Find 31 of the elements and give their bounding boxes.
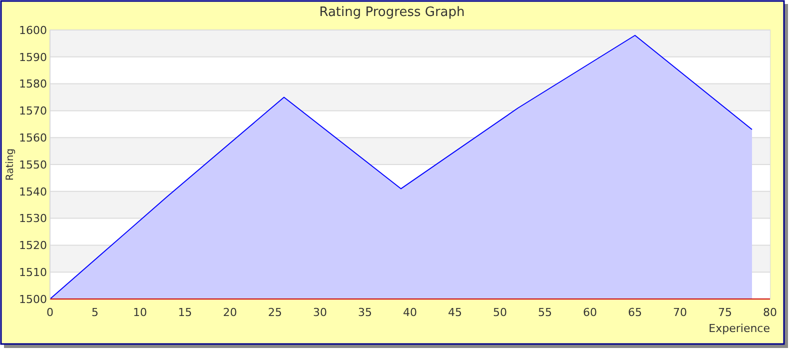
y-tick-label: 1500 xyxy=(19,292,47,306)
y-tick-label: 1510 xyxy=(19,266,47,279)
x-tick-label: 75 xyxy=(718,306,732,319)
x-tick-label: 5 xyxy=(92,306,98,319)
y-tick-label: 1560 xyxy=(19,131,47,144)
y-tick-label: 1530 xyxy=(19,212,47,226)
y-tick-label: 1570 xyxy=(19,104,47,118)
x-tick-label: 15 xyxy=(178,306,192,319)
x-tick-label: 70 xyxy=(673,306,687,319)
x-tick-label: 25 xyxy=(268,306,282,319)
y-tick-label: 1580 xyxy=(19,78,47,91)
y-tick-label: 1600 xyxy=(19,24,47,37)
x-tick-label: 35 xyxy=(358,306,372,319)
x-tick-label: 20 xyxy=(223,306,237,319)
x-tick-label: 45 xyxy=(448,306,462,319)
y-tick-label: 1540 xyxy=(19,185,47,198)
x-tick-label: 80 xyxy=(763,306,777,319)
x-tick-label: 60 xyxy=(583,306,597,319)
x-tick-label: 0 xyxy=(46,306,54,319)
x-tick-label: 40 xyxy=(403,306,417,319)
y-tick-label: 1520 xyxy=(19,239,47,252)
x-tick-label: 50 xyxy=(493,306,507,319)
x-tick-label: 55 xyxy=(538,306,552,319)
y-tick-label: 1550 xyxy=(19,158,47,172)
y-axis-title: Rating xyxy=(5,148,16,181)
y-tick-label: 1590 xyxy=(19,50,47,64)
x-tick-label: 10 xyxy=(133,306,147,319)
x-tick-label: 30 xyxy=(313,306,327,319)
chart-title: Rating Progress Graph xyxy=(319,5,465,20)
x-tick-label: 65 xyxy=(628,306,642,319)
x-axis-title: Experience xyxy=(708,322,770,335)
